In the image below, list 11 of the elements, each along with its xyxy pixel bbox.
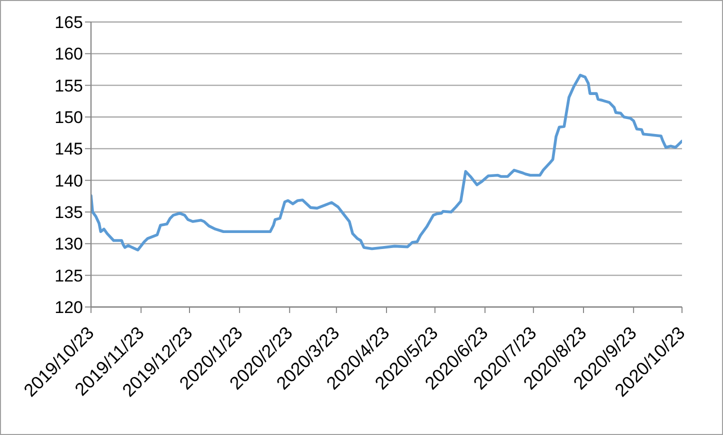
y-tick-label: 165 [54,13,83,32]
y-tick-label: 120 [54,298,83,318]
y-tick-label: 150 [54,108,83,128]
y-tick-label: 125 [54,266,83,286]
y-tick-label: 135 [54,203,83,222]
y-tick-label: 145 [54,140,83,159]
y-tick-label: 130 [54,234,83,254]
line-series [91,74,682,252]
y-tick-label: 155 [54,76,83,96]
y-tick-label: 140 [54,171,83,190]
y-tick-label: 160 [54,44,83,64]
